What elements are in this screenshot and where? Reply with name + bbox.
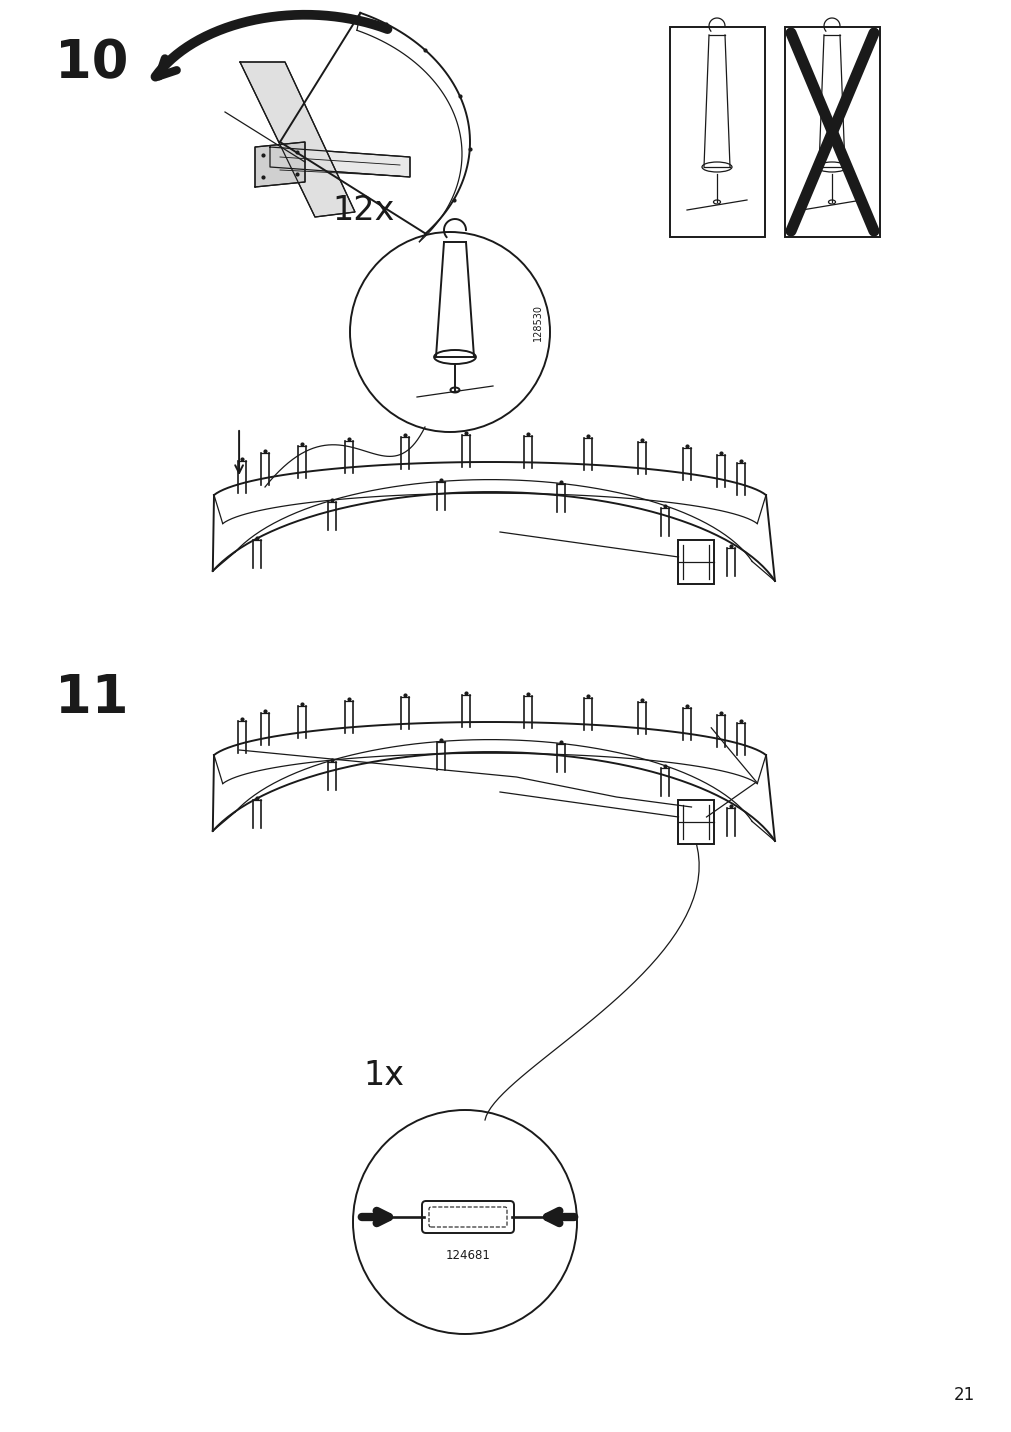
Text: 128530: 128530: [533, 304, 543, 341]
Ellipse shape: [450, 388, 459, 392]
Ellipse shape: [713, 200, 720, 203]
Polygon shape: [240, 62, 355, 218]
Bar: [677, 800, 714, 843]
Polygon shape: [270, 147, 409, 178]
Text: 1x: 1x: [363, 1060, 403, 1093]
Ellipse shape: [828, 200, 835, 203]
Text: 11: 11: [55, 672, 128, 725]
Text: 10: 10: [55, 37, 128, 89]
Text: 124681: 124681: [445, 1249, 490, 1262]
Ellipse shape: [434, 349, 475, 364]
Bar: [669, 27, 764, 238]
Bar: [677, 540, 714, 584]
Bar: [785, 27, 880, 238]
Polygon shape: [255, 142, 304, 188]
Ellipse shape: [702, 162, 731, 172]
Text: 12x: 12x: [332, 193, 394, 228]
Ellipse shape: [816, 162, 846, 172]
Text: 21: 21: [952, 1386, 974, 1403]
FancyBboxPatch shape: [429, 1207, 507, 1227]
FancyBboxPatch shape: [422, 1201, 514, 1233]
